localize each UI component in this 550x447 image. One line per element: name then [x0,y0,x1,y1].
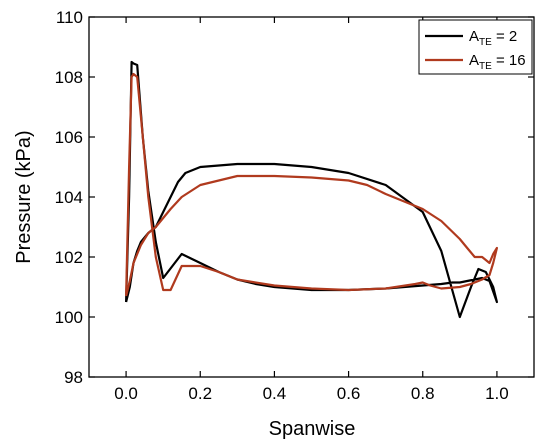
y-tick-label: 108 [55,68,83,87]
y-tick-label: 102 [55,248,83,267]
x-axis-title: Spanwise [269,418,356,440]
y-tick-label: 106 [55,128,83,147]
y-tick-label: 104 [55,188,83,207]
y-tick-label: 100 [55,308,83,327]
legend-label-2: ATE = 16 [469,52,526,72]
series-line-1 [125,60,498,319]
legend: ATE = 2 ATE = 16 [418,19,533,75]
series-layer [125,60,498,319]
axis-ticks: 0.0 0.2 0.4 0.6 0.8 1.0 98 100 102 104 106 108 110 [55,8,534,403]
legend-label-1: ATE = 2 [469,28,517,48]
x-tick-label: 0.4 [263,384,287,403]
y-tick-label: 110 [56,8,83,27]
y-axis-title: Pressure (kPa) [13,130,35,263]
x-tick-label: 0.2 [188,384,212,403]
x-tick-label: 0.0 [114,384,138,403]
series-line-2 [125,72,498,297]
x-tick-label: 0.6 [337,384,361,403]
x-tick-label: 0.8 [411,384,435,403]
legend-box [418,19,533,75]
x-tick-label: 1.0 [485,384,509,403]
y-tick-label: 98 [64,368,83,387]
